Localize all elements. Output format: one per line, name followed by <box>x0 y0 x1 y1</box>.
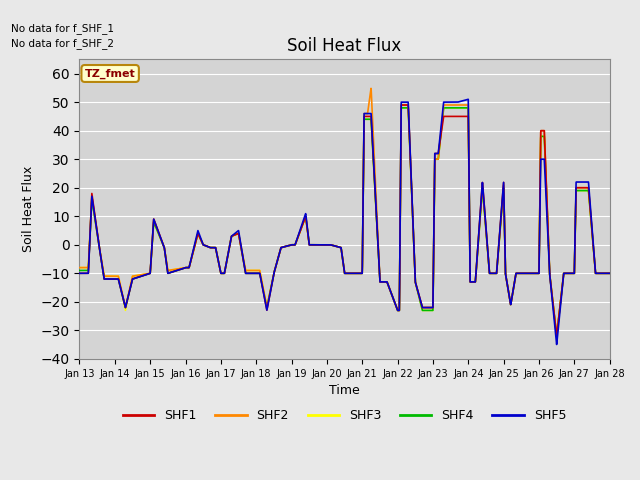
Text: No data for f_SHF_2: No data for f_SHF_2 <box>10 38 113 49</box>
Legend: SHF1, SHF2, SHF3, SHF4, SHF5: SHF1, SHF2, SHF3, SHF4, SHF5 <box>118 404 572 427</box>
X-axis label: Time: Time <box>329 384 360 397</box>
Text: TZ_fmet: TZ_fmet <box>84 68 136 79</box>
Y-axis label: Soil Heat Flux: Soil Heat Flux <box>22 166 35 252</box>
Text: No data for f_SHF_1: No data for f_SHF_1 <box>10 24 113 34</box>
Title: Soil Heat Flux: Soil Heat Flux <box>287 37 402 55</box>
